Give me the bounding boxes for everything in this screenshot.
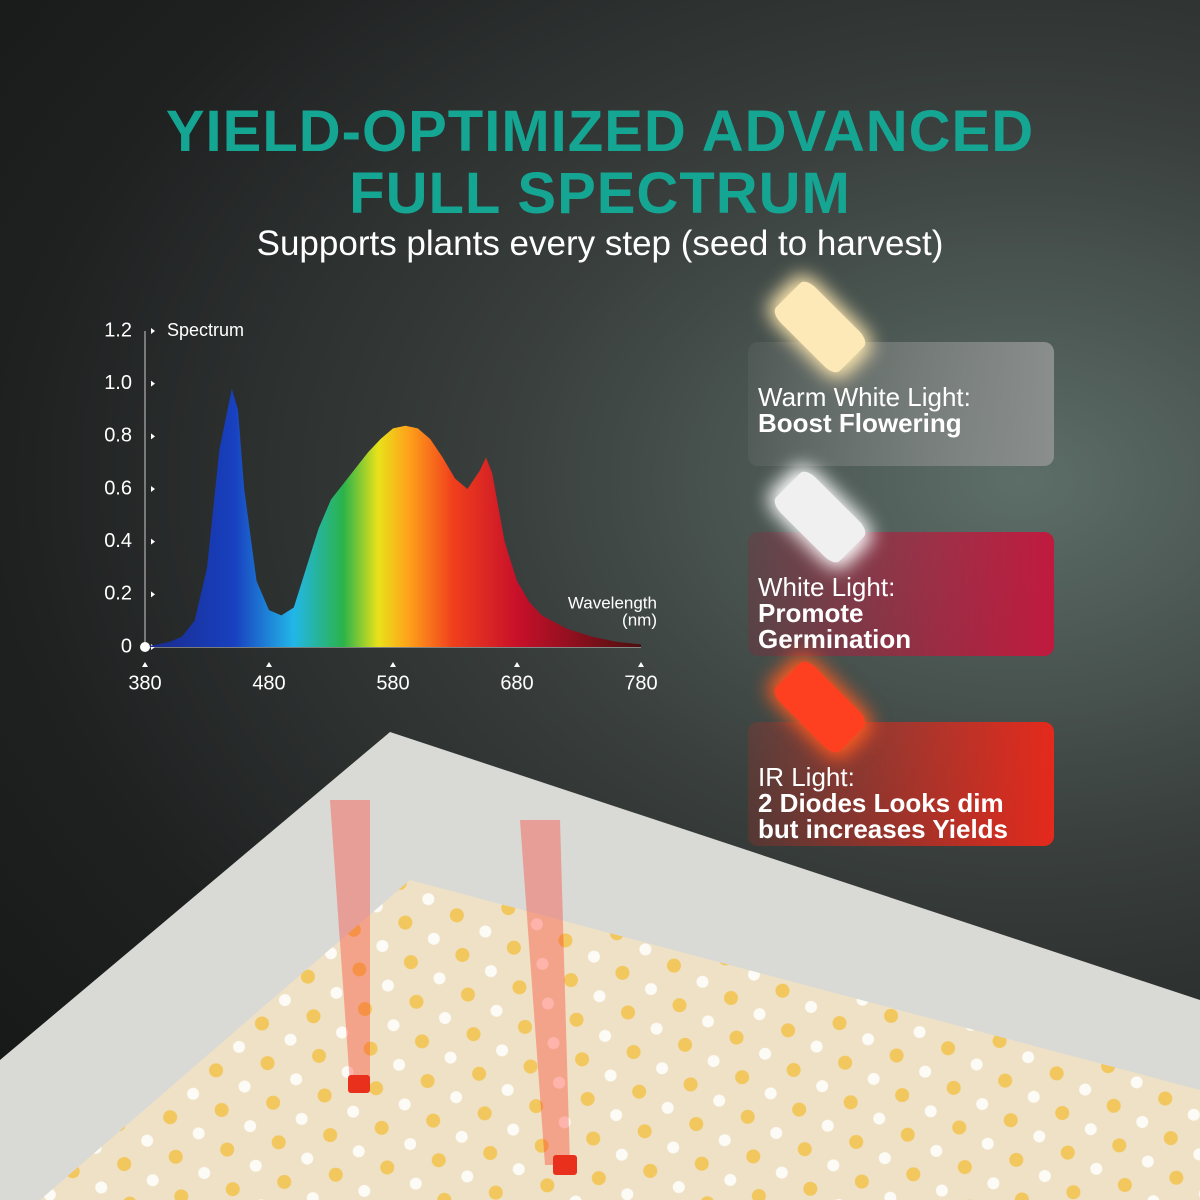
x-tick bbox=[514, 662, 520, 667]
feature-card: White Light: Promote Germination bbox=[748, 532, 1054, 656]
subtitle: Supports plants every step (seed to harv… bbox=[256, 224, 944, 263]
origin-dot bbox=[140, 642, 150, 652]
title-line: FULL SPECTRUM bbox=[349, 161, 851, 226]
y-tick-label: 1.0 bbox=[104, 372, 132, 394]
y-tick-label: 0.6 bbox=[104, 477, 132, 499]
feature-label: IR Light: bbox=[758, 762, 855, 792]
y-tick bbox=[151, 380, 155, 387]
feature-detail: 2 Diodes Looks dim but increases Yields bbox=[758, 788, 1009, 844]
y-tick bbox=[151, 486, 155, 492]
feature-card: IR Light: 2 Diodes Looks dim but increase… bbox=[748, 722, 1054, 846]
y-tick bbox=[151, 591, 155, 598]
y-tick-label: 0.4 bbox=[104, 530, 132, 552]
y-tick-label: 0.2 bbox=[104, 583, 132, 605]
chart: 0 0.2 0.4 0.6 0.8 1.0 1.2 380 480 580 680 780 Spectr… bbox=[104, 319, 658, 694]
feature-detail: Boost Flowering bbox=[758, 408, 962, 438]
x-tick bbox=[390, 662, 396, 667]
y-axis-label: Spectrum bbox=[167, 320, 244, 340]
y-tick-label: 0.8 bbox=[104, 425, 132, 447]
x-tick-label: 680 bbox=[500, 672, 533, 694]
x-tick bbox=[638, 662, 644, 667]
feature-label: White Light: bbox=[758, 572, 896, 602]
spectrum-area bbox=[145, 388, 641, 647]
x-tick-label: 780 bbox=[624, 672, 657, 694]
y-tick-label: 0 bbox=[121, 635, 132, 657]
x-tick-label: 580 bbox=[376, 672, 409, 694]
x-axis-unit: (nm) bbox=[622, 610, 657, 629]
feature-detail: Promote Germination bbox=[758, 598, 912, 654]
x-tick bbox=[266, 662, 272, 667]
y-tick bbox=[151, 538, 155, 545]
x-axis-label: Wavelength bbox=[568, 593, 657, 612]
x-tick-label: 380 bbox=[128, 672, 161, 694]
y-tick bbox=[151, 433, 155, 440]
x-tick-label: 480 bbox=[252, 672, 285, 694]
y-tick bbox=[151, 328, 155, 334]
x-tick bbox=[142, 662, 148, 667]
title-line: YIELD-OPTIMIZED ADVANCED bbox=[165, 99, 1035, 164]
feature-card: Warm White Light: Boost Flowering bbox=[748, 342, 1054, 466]
feature-label: Warm White Light: bbox=[758, 382, 971, 412]
y-tick-label: 1.2 bbox=[104, 319, 132, 341]
